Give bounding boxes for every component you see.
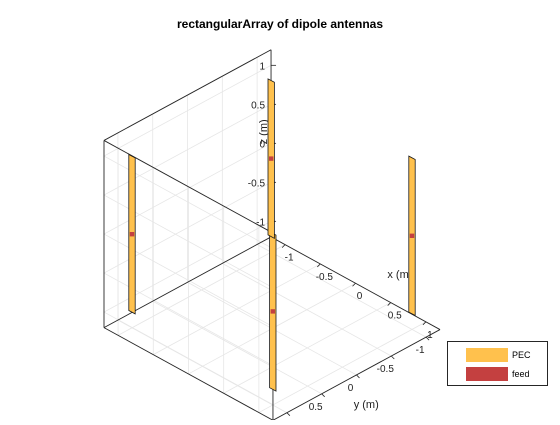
grid-line	[152, 300, 322, 395]
tick-label-x: -1	[285, 253, 294, 264]
legend-label-pec: PEC	[512, 350, 531, 360]
tick-label-x: -0.5	[316, 272, 334, 283]
box-edge	[103, 327, 274, 421]
feed-point	[409, 233, 415, 238]
legend-swatch-feed	[466, 367, 508, 381]
tick-label-x: 0	[357, 291, 363, 302]
tick-label-z: -1	[256, 217, 265, 228]
tick-label-x: 1	[427, 330, 433, 341]
tick-label-y: 0	[348, 383, 354, 394]
tick-label-z: 0.5	[251, 100, 265, 111]
feed-point	[270, 309, 275, 314]
tick-label-y: 0.5	[309, 402, 323, 413]
antenna-array	[128, 78, 416, 392]
feed-point	[129, 232, 135, 237]
axis-labels: z (m) x (m) y (m)	[258, 119, 412, 411]
tick-mark-y	[425, 336, 430, 341]
legend-entry-pec: PEC	[466, 348, 531, 362]
tick-label-z: 0	[259, 139, 265, 150]
tick-labels: 10.50-0.5-1-1-0.500.51-1-0.500.51	[248, 61, 433, 425]
tick-mark-x	[352, 282, 356, 287]
legend-swatch-pec	[466, 348, 508, 362]
z-axis-label: z (m)	[258, 119, 270, 144]
legend-entry-feed: feed	[466, 367, 530, 381]
tick-label-z: -0.5	[248, 178, 266, 189]
grid-line	[258, 321, 427, 413]
tick-mark-y	[321, 393, 325, 398]
axis-line-y	[272, 329, 441, 421]
grid-line	[103, 64, 272, 157]
tick-mark-y	[356, 374, 360, 379]
legend[interactable]: PEC feed	[447, 341, 548, 386]
plot-title: rectangularArray of dipole antennas	[176, 17, 384, 31]
tick-mark-x	[317, 263, 321, 268]
box-edge	[103, 49, 272, 141]
tick-mark-x	[422, 321, 427, 326]
tick-label-z: 1	[259, 61, 265, 72]
x-axis-label: x (m)	[387, 269, 412, 281]
tick-mark-y	[390, 355, 395, 360]
tick-mark-y	[286, 412, 291, 417]
tick-mark-x	[281, 244, 286, 248]
legend-label-feed: feed	[512, 369, 530, 379]
tick-label-y: -1	[416, 345, 425, 356]
feed-point	[269, 156, 274, 161]
y-axis-label: y (m)	[354, 399, 379, 411]
grid-line	[117, 319, 288, 414]
tick-label-y: -0.5	[377, 364, 395, 375]
tick-mark-x	[387, 302, 392, 306]
grid-line	[223, 302, 391, 394]
tick-label-x: 0.5	[388, 311, 402, 322]
